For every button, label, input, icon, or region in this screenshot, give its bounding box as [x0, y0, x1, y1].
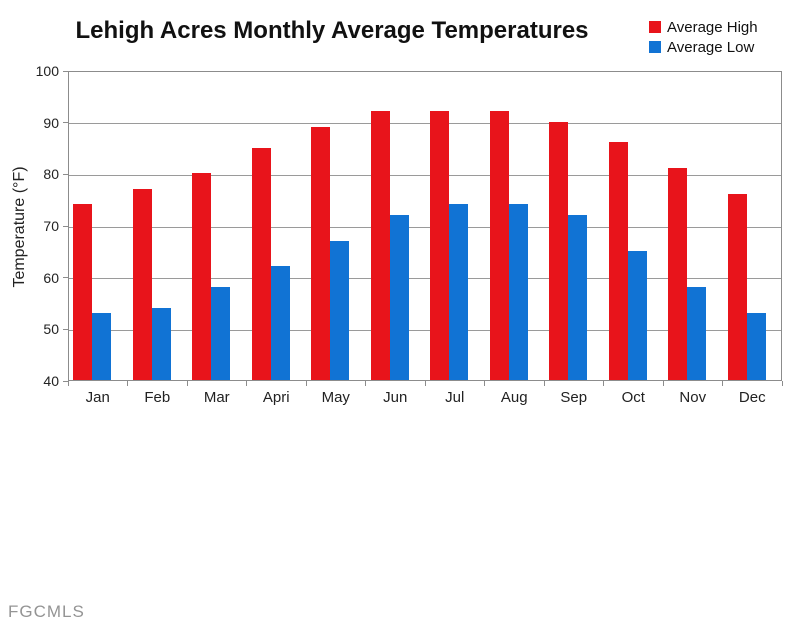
y-tick-label-40: 40 — [43, 373, 59, 389]
x-tick-mark-0 — [67, 381, 69, 386]
x-tick-label-jan: Jan — [85, 389, 110, 406]
x-tick-label-sep: Sep — [560, 389, 588, 406]
bar-average-high-jan — [73, 204, 92, 380]
bar-average-low-nov — [687, 287, 706, 380]
x-tick-mark-4 — [305, 381, 307, 386]
x-tick-mark-2 — [186, 381, 188, 386]
bar-average-low-jan — [92, 312, 111, 380]
legend-label-average-low: Average Low — [667, 38, 755, 56]
bar-average-low-apri — [270, 266, 290, 380]
watermark: FGCMLS — [8, 602, 85, 621]
bar-average-low-mar — [211, 287, 230, 380]
x-tick-label-nov: Nov — [679, 389, 707, 406]
bar-average-low-aug — [508, 204, 528, 380]
x-tick-label-apri: Apri — [262, 389, 290, 406]
bar-average-high-apri — [251, 147, 271, 380]
bar-average-low-oct — [627, 250, 647, 380]
bar-average-high-feb — [132, 188, 152, 380]
x-tick-mark-5 — [365, 381, 366, 386]
legend-swatch-low-icon — [649, 41, 661, 53]
gridline-70 — [69, 226, 781, 228]
y-tick-label-70: 70 — [43, 218, 59, 234]
plot-area — [68, 71, 782, 381]
bar-average-high-may — [311, 126, 330, 380]
y-tick-label-80: 80 — [43, 166, 59, 183]
bar-average-high-oct — [608, 142, 628, 380]
bar-average-high-dec — [727, 194, 747, 380]
legend-item-average-high: Average High — [649, 17, 758, 37]
x-tick-label-may: May — [321, 389, 350, 406]
x-tick-label-mar: Mar — [203, 389, 230, 406]
x-tick-mark-8 — [543, 381, 545, 386]
gridline-90 — [69, 123, 781, 125]
x-tick-mark-1 — [127, 381, 128, 386]
bar-average-low-may — [330, 240, 349, 380]
x-tick-label-dec: Dec — [738, 389, 766, 406]
x-tick-mark-7 — [484, 381, 485, 386]
x-tick-mark-12 — [781, 381, 783, 386]
y-tick-mark-70 — [63, 225, 68, 227]
gridline-50 — [69, 329, 781, 331]
y-tick-label-90: 90 — [43, 114, 59, 131]
y-tick-mark-50 — [63, 328, 68, 330]
legend-label-average-high: Average High — [667, 18, 758, 36]
x-tick-label-jun: Jun — [383, 389, 408, 406]
y-tick-mark-90 — [63, 122, 68, 124]
legend-swatch-high-icon — [649, 21, 661, 33]
bar-average-low-jul — [449, 204, 468, 380]
x-tick-mark-3 — [246, 381, 247, 386]
bar-average-low-feb — [151, 307, 171, 380]
x-tick-label-jul: Jul — [445, 389, 465, 406]
bar-average-high-jun — [370, 111, 390, 380]
bar-average-low-jun — [389, 214, 409, 380]
x-tick-mark-10 — [662, 381, 664, 386]
y-tick-mark-80 — [63, 173, 68, 175]
y-tick-mark-60 — [63, 277, 68, 279]
legend: Average High Average Low — [649, 17, 758, 57]
bar-average-high-sep — [549, 121, 568, 380]
x-tick-label-oct: Oct — [621, 389, 645, 406]
x-tick-mark-9 — [603, 381, 604, 386]
y-tick-label-50: 50 — [43, 321, 59, 338]
x-tick-mark-6 — [424, 381, 426, 386]
x-tick-label-feb: Feb — [144, 389, 171, 406]
x-tick-label-aug: Aug — [500, 389, 528, 406]
gridline-60 — [69, 278, 781, 280]
legend-item-average-low: Average Low — [649, 37, 758, 57]
x-tick-mark-11 — [722, 381, 723, 386]
bar-average-low-dec — [746, 312, 766, 380]
bar-average-high-nov — [668, 168, 687, 380]
gridline-80 — [69, 174, 781, 176]
bar-average-low-sep — [568, 214, 587, 380]
chart-title: Lehigh Acres Monthly Average Temperature… — [75, 17, 589, 44]
bar-average-high-mar — [192, 173, 211, 380]
bar-average-high-jul — [430, 111, 449, 380]
bar-average-high-aug — [489, 111, 509, 380]
y-tick-label-60: 60 — [43, 269, 59, 286]
y-tick-label-100: 100 — [35, 63, 59, 79]
y-tick-mark-40 — [63, 380, 68, 382]
y-tick-mark-100 — [63, 70, 68, 72]
